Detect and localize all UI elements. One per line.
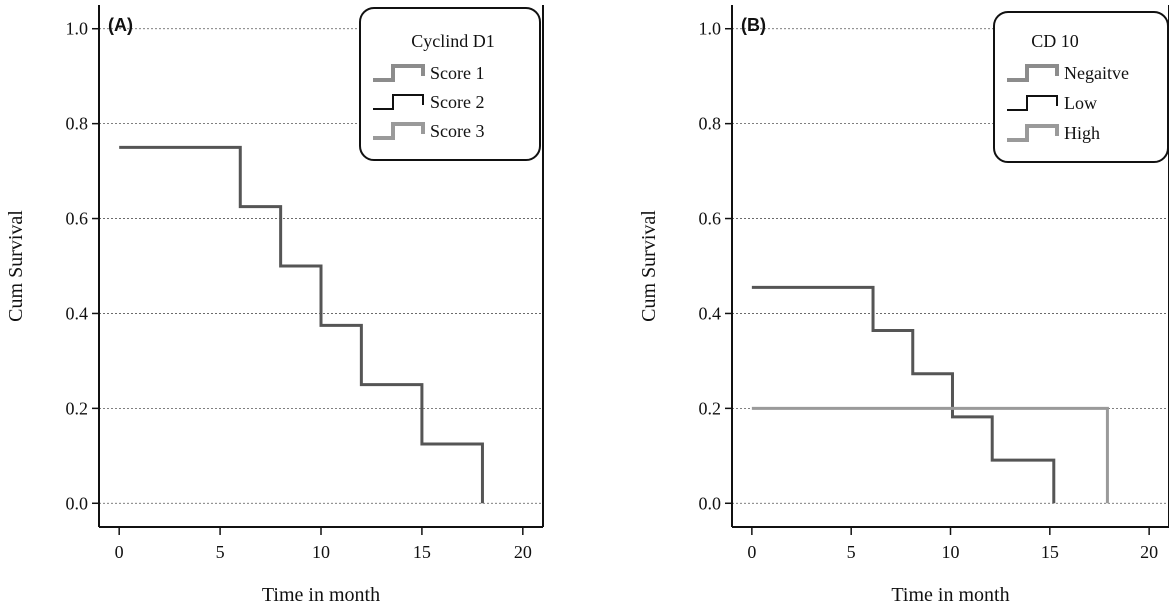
x-tick-label: 10: [942, 542, 960, 562]
x-axis-title: Time in month: [262, 584, 380, 606]
legend-key-3: [1007, 124, 1059, 142]
legend-key-2: [373, 94, 424, 110]
panel-a: 0.0 0.2 0.4 0.6 0.8 1.0 0 5 10 15 20 Time in month C…: [5, 5, 544, 606]
y-tick-label: 0.4: [699, 303, 722, 323]
legend-label-2: Low: [1064, 93, 1097, 113]
x-tick-label: 20: [514, 542, 532, 562]
x-tick-label: 15: [1041, 542, 1059, 562]
y-axis-title: Cum Survival: [5, 210, 27, 322]
legend-title: CD 10: [1031, 31, 1079, 51]
legend-key-1: [1007, 64, 1059, 82]
y-tick-label: 0.6: [699, 209, 722, 229]
y-tick-label: 1.0: [699, 19, 722, 39]
legend-label-1: Negaitve: [1064, 63, 1129, 83]
legend-label-3: Score 3: [430, 121, 484, 141]
y-tick-label: 0.0: [699, 493, 722, 513]
survival-curve-1: [751, 285, 1056, 504]
x-tick-label: 5: [216, 542, 225, 562]
x-tick-label: 0: [115, 542, 124, 562]
y-tick-label: 0.2: [699, 398, 722, 418]
legend-label-1: Score 1: [430, 63, 484, 83]
legend-label-2: Score 2: [430, 92, 484, 112]
legend-label-3: High: [1064, 123, 1100, 143]
survival-curve-2: [751, 406, 1109, 504]
panel-label: (A): [108, 15, 133, 35]
x-tick-label: 5: [847, 542, 856, 562]
legend-key-2: [1007, 95, 1058, 111]
y-tick-label: 0.0: [66, 493, 89, 513]
panel-b: 0.0 0.2 0.4 0.6 0.8 1.0 0 5 10 15 20 Time in month C…: [638, 5, 1169, 606]
y-tick-label: 1.0: [66, 19, 89, 39]
legend-key-3: [373, 122, 425, 140]
legend-key-1: [373, 64, 425, 82]
y-axis-title: Cum Survival: [638, 210, 660, 322]
y-tick-label: 0.8: [66, 114, 89, 134]
y-tick-label: 0.2: [66, 398, 89, 418]
x-axis-title: Time in month: [891, 584, 1009, 606]
x-tick-label: 10: [312, 542, 330, 562]
x-tick-label: 15: [413, 542, 431, 562]
y-tick-label: 0.6: [66, 209, 89, 229]
panel-label: (B): [741, 15, 766, 35]
legend-title: Cyclind D1: [411, 31, 495, 51]
y-tick-label: 0.4: [66, 303, 89, 323]
survival-curve-1: [119, 145, 484, 504]
x-tick-label: 0: [747, 542, 756, 562]
y-tick-label: 0.8: [699, 114, 722, 134]
x-tick-label: 20: [1140, 542, 1158, 562]
